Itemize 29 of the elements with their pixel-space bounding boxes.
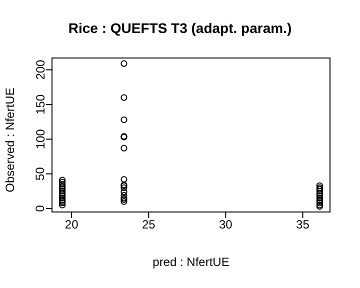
- y-tick-label: 100: [33, 128, 48, 150]
- y-tick-label: 200: [33, 59, 48, 80]
- point: [120, 192, 128, 199]
- point: [120, 144, 128, 152]
- point: [120, 198, 128, 205]
- point: [120, 176, 128, 183]
- point: [316, 194, 323, 202]
- point: [59, 202, 66, 208]
- point: [120, 60, 128, 67]
- point: [120, 184, 128, 192]
- x-axis-title: pred : NfertUE: [152, 255, 230, 269]
- point: [120, 94, 128, 101]
- x-tick-label: 20: [64, 218, 79, 232]
- chart-title: Rice : QUEFTS T3 (adapt. param.): [67, 20, 293, 36]
- y-tick-label: 50: [33, 166, 48, 181]
- point: [59, 176, 66, 184]
- x-tick-label: 30: [218, 218, 233, 232]
- point: [59, 178, 66, 186]
- point: [59, 180, 66, 188]
- point: [59, 188, 66, 194]
- point: [316, 188, 323, 194]
- point: [120, 188, 128, 196]
- x-tick-label: 25: [142, 218, 156, 232]
- y-axis-title: Observed : NfertUE: [3, 88, 17, 192]
- x-tick-label: 35: [296, 218, 310, 232]
- point: [120, 116, 128, 124]
- point: [316, 182, 323, 189]
- y-tick-label: 0: [33, 204, 48, 212]
- y-tick-label: 150: [33, 94, 48, 114]
